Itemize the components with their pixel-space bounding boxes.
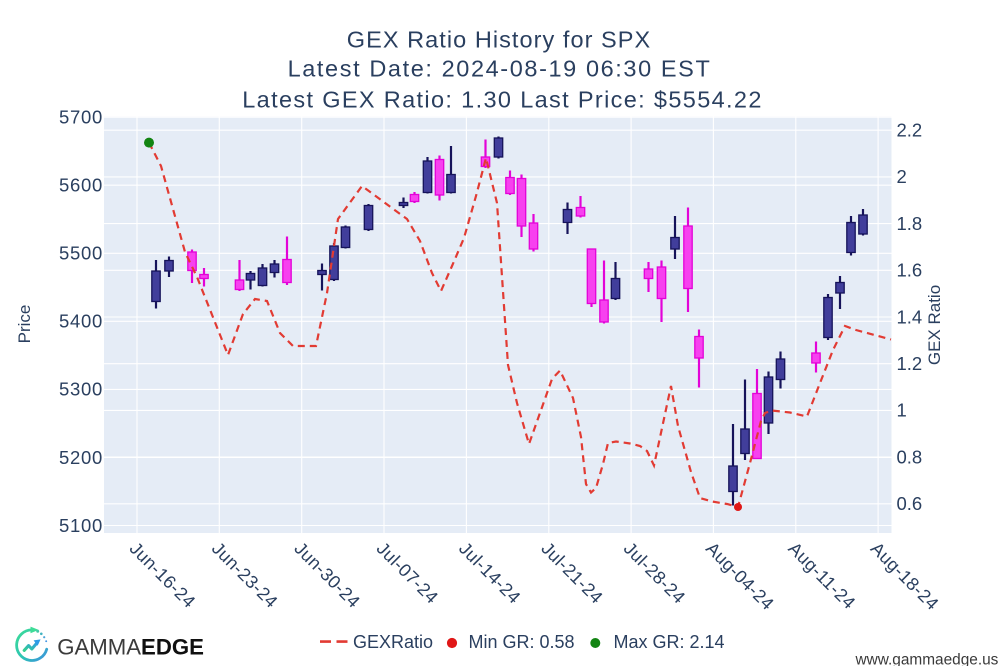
svg-text:1.8: 1.8 (897, 213, 923, 234)
svg-text:Max GR: 2.14: Max GR: 2.14 (614, 632, 725, 652)
svg-text:5500: 5500 (59, 243, 103, 264)
svg-text:Aug-11-24: Aug-11-24 (784, 538, 859, 613)
svg-text:Aug-04-24: Aug-04-24 (702, 538, 778, 614)
svg-text:1: 1 (897, 400, 907, 421)
svg-text:5100: 5100 (59, 515, 103, 536)
svg-text:GEX Ratio: GEX Ratio (925, 285, 944, 365)
svg-text:2.2: 2.2 (897, 120, 923, 141)
svg-text:Jul-21-24: Jul-21-24 (537, 538, 606, 607)
svg-text:1.4: 1.4 (897, 306, 923, 327)
svg-text:Jun-23-24: Jun-23-24 (208, 538, 282, 612)
svg-text:5700: 5700 (59, 107, 103, 128)
svg-text:0.6: 0.6 (897, 493, 923, 514)
svg-text:5400: 5400 (59, 311, 103, 332)
svg-text:Latest Date: 2024-08-19 06:30: Latest Date: 2024-08-19 06:30 EST (288, 55, 712, 81)
svg-text:1.6: 1.6 (897, 260, 923, 281)
svg-text:Min GR: 0.58: Min GR: 0.58 (469, 632, 575, 652)
svg-text:Jul-14-24: Jul-14-24 (455, 538, 524, 607)
svg-text:0.8: 0.8 (897, 446, 923, 467)
svg-text:GEX Ratio History for SPX: GEX Ratio History for SPX (347, 27, 651, 53)
svg-text:GAMMAEDGE: GAMMAEDGE (57, 635, 204, 660)
svg-text:1.2: 1.2 (897, 353, 923, 374)
svg-text:Jul-28-24: Jul-28-24 (620, 538, 689, 607)
svg-text:Aug-18-24: Aug-18-24 (867, 538, 943, 614)
svg-text:Jun-30-24: Jun-30-24 (290, 538, 364, 612)
svg-text:2: 2 (897, 166, 907, 187)
svg-text:Jul-07-24: Jul-07-24 (373, 538, 442, 607)
svg-text:Price: Price (15, 305, 34, 344)
svg-text:Jun-16-24: Jun-16-24 (126, 538, 200, 612)
svg-text:GEXRatio: GEXRatio (353, 632, 433, 652)
svg-text:www.gammaedge.us: www.gammaedge.us (855, 652, 999, 666)
svg-text:5600: 5600 (59, 175, 103, 196)
svg-text:5200: 5200 (59, 447, 103, 468)
svg-text:Latest GEX Ratio: 1.30 Last Pr: Latest GEX Ratio: 1.30 Last Price: $5554… (242, 87, 763, 113)
svg-text:5300: 5300 (59, 379, 103, 400)
